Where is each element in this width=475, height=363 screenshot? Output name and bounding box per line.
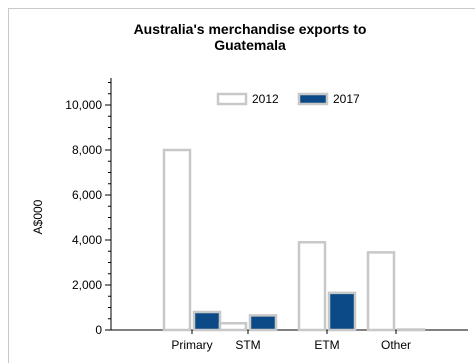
chart-title: Australia's merchandise exports to Guate… bbox=[133, 21, 367, 53]
chart-border bbox=[8, 8, 475, 363]
y-tick-label: 2,000 bbox=[72, 278, 102, 292]
y-tick-label: 0 bbox=[95, 323, 102, 337]
legend-label-2017: 2017 bbox=[333, 92, 360, 106]
y-axis-title: A$000 bbox=[31, 199, 45, 234]
bar-2017-stm bbox=[248, 314, 278, 332]
x-tick-label: STM bbox=[235, 338, 260, 352]
bar-2017-etm bbox=[327, 291, 357, 332]
x-tick-label: Primary bbox=[171, 338, 212, 352]
bar-2017-other bbox=[396, 328, 426, 332]
y-tick-label: 8,000 bbox=[72, 143, 102, 157]
bar-2012-primary bbox=[162, 148, 192, 332]
bar-2012-etm bbox=[297, 241, 327, 332]
y-tick-label: 4,000 bbox=[72, 233, 102, 247]
legend-swatch-2017 bbox=[297, 92, 329, 106]
legend-label-2012: 2012 bbox=[252, 92, 279, 106]
y-tick-label: 6,000 bbox=[72, 188, 102, 202]
x-tick-label: ETM bbox=[314, 338, 339, 352]
legend-swatch-2012 bbox=[216, 92, 248, 106]
x-tick-label: Other bbox=[381, 338, 411, 352]
bar-2012-stm bbox=[218, 322, 248, 332]
y-tick-label: 10,000 bbox=[65, 98, 102, 112]
bar-2012-other bbox=[366, 251, 396, 332]
bar-2017-primary bbox=[192, 310, 222, 332]
